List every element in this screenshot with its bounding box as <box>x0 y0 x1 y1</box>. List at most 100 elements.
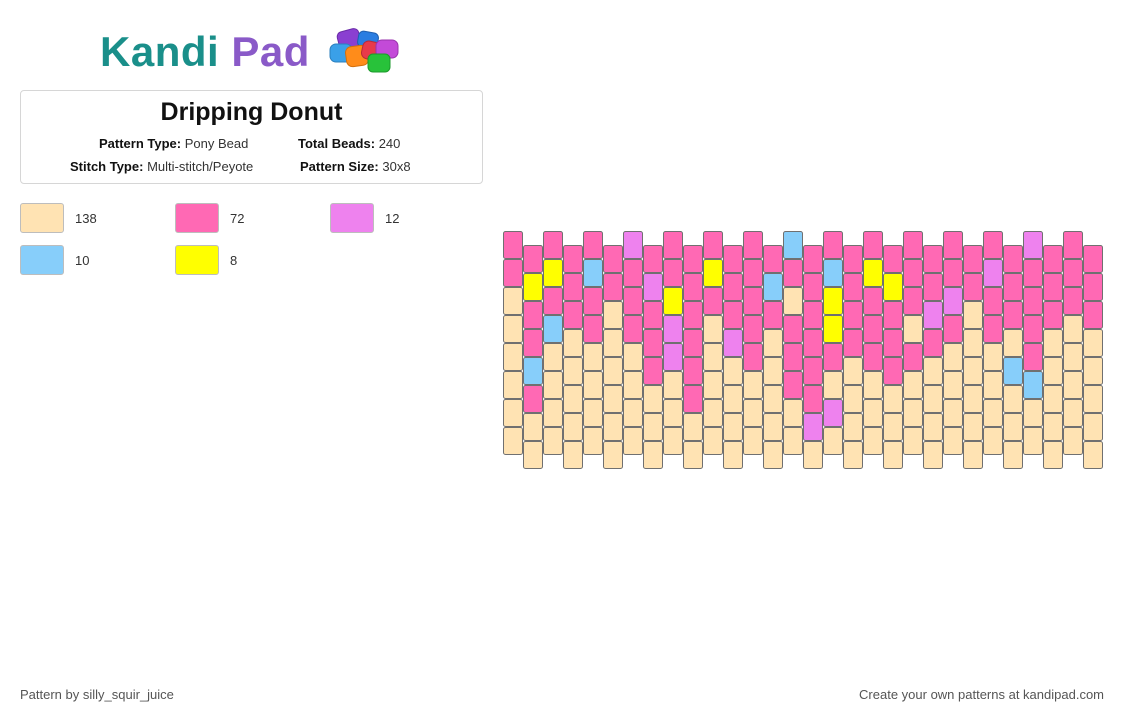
total-beads-value: 240 <box>378 136 401 151</box>
pattern-size: Pattern Size: 30x8 <box>300 159 411 174</box>
pattern-type: Pattern Type: Pony Bead <box>99 136 248 151</box>
bead <box>603 301 623 329</box>
bead <box>723 413 743 441</box>
bead <box>1043 301 1063 329</box>
bead <box>523 245 543 273</box>
bead <box>923 441 943 469</box>
bead <box>563 441 583 469</box>
bead <box>1003 245 1023 273</box>
bead <box>583 231 603 259</box>
bead <box>743 343 763 371</box>
bead <box>883 301 903 329</box>
bead <box>763 441 783 469</box>
bead <box>1003 301 1023 329</box>
bead <box>823 399 843 427</box>
bead <box>1003 413 1023 441</box>
bead <box>1043 245 1063 273</box>
bead <box>1083 385 1103 413</box>
bead <box>1083 329 1103 357</box>
bead <box>623 399 643 427</box>
bead <box>803 273 823 301</box>
bead <box>643 385 663 413</box>
bead <box>743 371 763 399</box>
bead <box>1003 329 1023 357</box>
bead <box>743 427 763 455</box>
bead <box>543 371 563 399</box>
bead <box>783 399 803 427</box>
bead <box>923 273 943 301</box>
bead <box>823 371 843 399</box>
bead <box>1063 427 1083 455</box>
bead <box>983 371 1003 399</box>
bead <box>963 301 983 329</box>
bead <box>923 245 943 273</box>
bead <box>503 315 523 343</box>
bead <box>663 343 683 371</box>
bead <box>663 399 683 427</box>
bead <box>843 441 863 469</box>
bead <box>583 287 603 315</box>
bead <box>703 287 723 315</box>
bead <box>843 357 863 385</box>
bead <box>903 259 923 287</box>
bead <box>563 385 583 413</box>
bead <box>803 329 823 357</box>
bead <box>1043 273 1063 301</box>
bead <box>883 413 903 441</box>
bead <box>1003 357 1023 385</box>
bead <box>783 287 803 315</box>
bead <box>983 259 1003 287</box>
bead <box>683 441 703 469</box>
bead <box>543 259 563 287</box>
bead <box>1083 301 1103 329</box>
bead <box>723 385 743 413</box>
logo-wordmark: Kandi Pad <box>100 28 310 76</box>
bead <box>523 273 543 301</box>
pattern-author: Pattern by silly_squir_juice <box>20 687 174 702</box>
bead <box>883 441 903 469</box>
bead <box>603 385 623 413</box>
bead <box>863 315 883 343</box>
bead <box>503 371 523 399</box>
bead <box>663 287 683 315</box>
bead <box>703 427 723 455</box>
bead <box>923 357 943 385</box>
bead <box>643 413 663 441</box>
bead <box>503 343 523 371</box>
bead <box>563 245 583 273</box>
bead <box>783 343 803 371</box>
bead <box>623 371 643 399</box>
bead <box>763 301 783 329</box>
bead <box>923 301 943 329</box>
bead <box>543 427 563 455</box>
bead <box>1003 385 1023 413</box>
bead <box>523 413 543 441</box>
bead <box>783 427 803 455</box>
bead <box>563 413 583 441</box>
bead <box>503 427 523 455</box>
bead <box>983 287 1003 315</box>
bead <box>823 315 843 343</box>
kandipad-link[interactable]: Create your own patterns at kandipad.com <box>859 687 1104 702</box>
bead <box>763 273 783 301</box>
bead <box>623 259 643 287</box>
bead <box>623 343 643 371</box>
pattern-size-value: 30x8 <box>382 159 411 174</box>
bead <box>683 301 703 329</box>
bead <box>803 245 823 273</box>
bead <box>1023 315 1043 343</box>
bead <box>643 329 663 357</box>
bead <box>1023 371 1043 399</box>
bead <box>683 273 703 301</box>
bead <box>1043 441 1063 469</box>
stitch-type-label: Stitch Type: <box>70 159 144 174</box>
bead <box>943 259 963 287</box>
pattern-info-card: Dripping Donut Pattern Type: Pony Bead T… <box>20 90 483 184</box>
bead-pattern-grid <box>503 231 1103 469</box>
bead <box>543 287 563 315</box>
stitch-type: Stitch Type: Multi-stitch/Peyote <box>70 159 253 174</box>
stitch-type-value: Multi-stitch/Peyote <box>147 159 254 174</box>
bead <box>883 329 903 357</box>
bead <box>883 245 903 273</box>
bead <box>743 259 763 287</box>
